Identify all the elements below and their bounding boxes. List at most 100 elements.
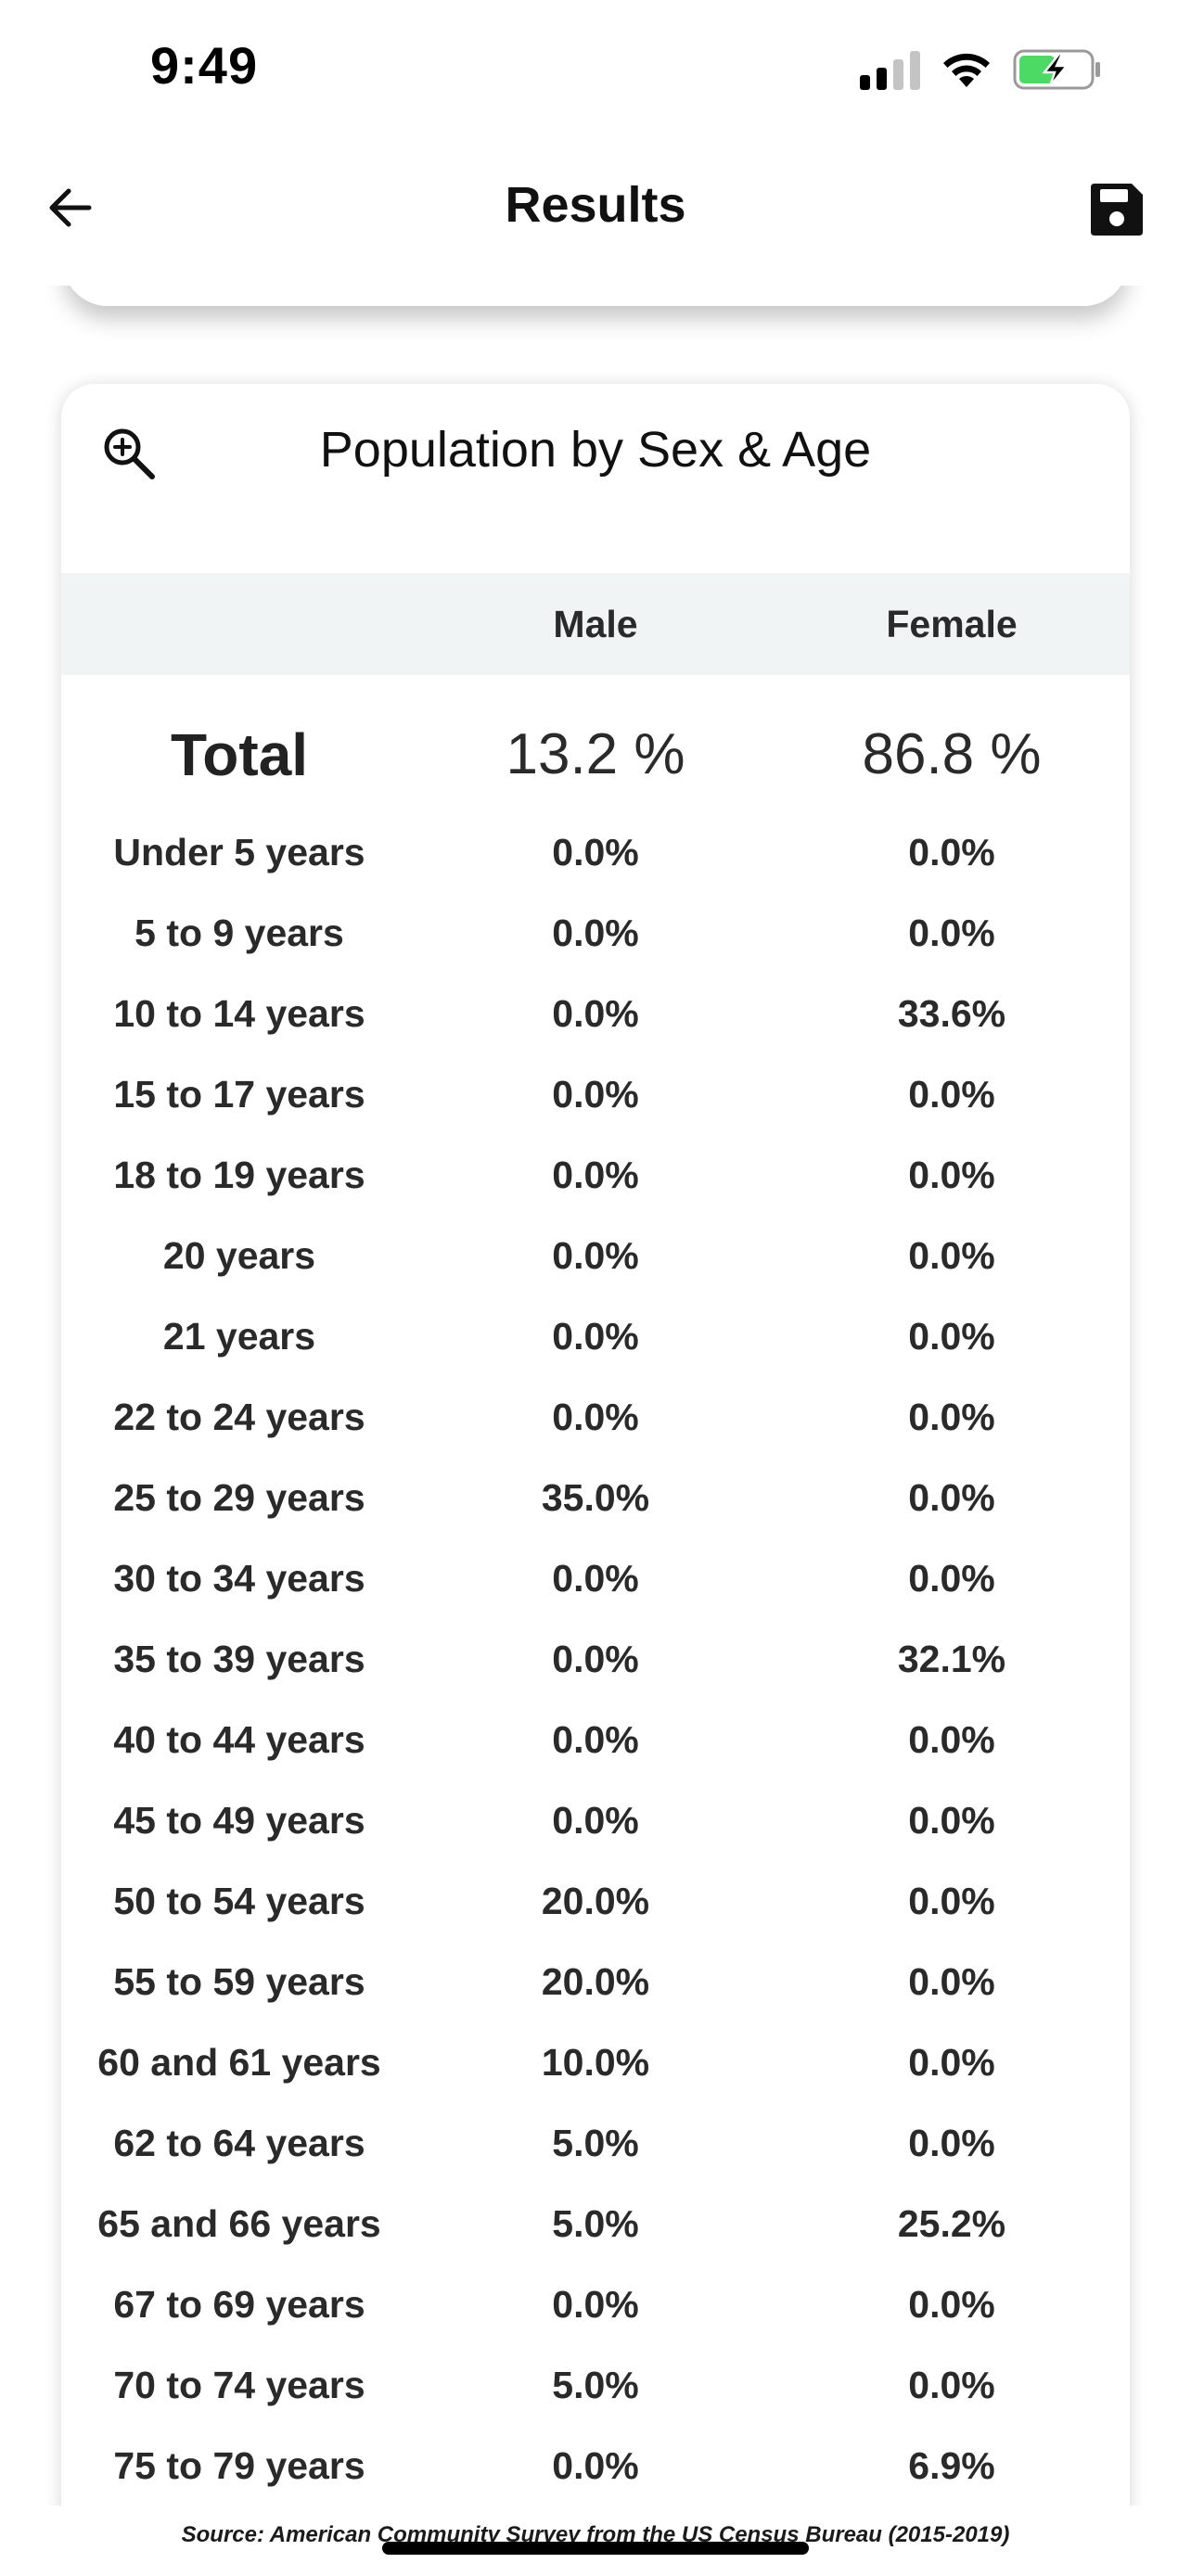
column-header-label <box>61 573 417 675</box>
male-value: 20.0% <box>541 1960 650 2003</box>
header-background <box>0 139 1191 286</box>
age-label: 15 to 17 years <box>113 1073 365 1116</box>
total-female: 86.8 % <box>862 722 1042 786</box>
age-label: 75 to 79 years <box>113 2444 365 2487</box>
table-row: 25 to 29 years 35.0% 0.0% <box>61 1458 1130 1538</box>
male-value: 5.0% <box>552 2202 639 2245</box>
male-value: 0.0% <box>552 1073 639 1116</box>
table-row: 65 and 66 years 5.0% 25.2% <box>61 2184 1130 2264</box>
total-row: Total 13.2 % 86.8 % <box>61 699 1130 810</box>
age-label: 10 to 14 years <box>113 992 365 1035</box>
female-value: 0.0% <box>908 2283 995 2326</box>
female-value: 0.0% <box>908 2364 995 2406</box>
male-value: 0.0% <box>552 1315 639 1358</box>
wifi-icon <box>943 53 990 87</box>
save-button[interactable] <box>1087 180 1146 239</box>
age-label: 67 to 69 years <box>113 2283 365 2326</box>
female-value: 0.0% <box>908 1880 995 1922</box>
table-row: 62 to 64 years 5.0% 0.0% <box>61 2103 1130 2184</box>
female-value: 0.0% <box>908 1154 995 1196</box>
table-row: 40 to 44 years 0.0% 0.0% <box>61 1700 1130 1780</box>
female-value: 0.0% <box>908 1073 995 1116</box>
age-rows: Under 5 years 0.0% 0.0% 5 to 9 years 0.0… <box>61 812 1130 2506</box>
age-label: 62 to 64 years <box>113 2122 365 2164</box>
female-value: 0.0% <box>908 1799 995 1842</box>
male-value: 0.0% <box>552 1799 639 1842</box>
age-label: 25 to 29 years <box>113 1476 365 1519</box>
footer: Source: American Community Survey from t… <box>0 2506 1191 2576</box>
zoom-in-icon <box>104 428 155 479</box>
female-value: 0.0% <box>908 1718 995 1761</box>
column-header-male: Male <box>553 603 638 645</box>
floppy-disk-icon <box>1091 184 1143 236</box>
total-label: Total <box>170 721 309 788</box>
status-time: 9:49 <box>150 36 259 95</box>
table-row: 5 to 9 years 0.0% 0.0% <box>61 893 1130 974</box>
age-label: 20 years <box>162 1234 316 1277</box>
table-row: 18 to 19 years 0.0% 0.0% <box>61 1135 1130 1216</box>
age-label: 60 and 61 years <box>97 2041 381 2084</box>
status-bar: 9:49 <box>0 0 1191 139</box>
age-label: Under 5 years <box>113 831 365 874</box>
male-value: 0.0% <box>552 1396 639 1438</box>
male-value: 0.0% <box>552 831 639 874</box>
female-value: 32.1% <box>897 1638 1006 1680</box>
arrow-left-icon <box>49 188 92 227</box>
age-label: 35 to 39 years <box>113 1638 365 1680</box>
female-value: 0.0% <box>908 1960 995 2003</box>
age-label: 30 to 34 years <box>113 1557 365 1600</box>
age-label: 55 to 59 years <box>113 1960 365 2003</box>
table-row: 55 to 59 years 20.0% 0.0% <box>61 1942 1130 2022</box>
female-value: 0.0% <box>908 1234 995 1277</box>
zoom-button[interactable] <box>100 425 160 484</box>
age-label: 22 to 24 years <box>113 1396 365 1438</box>
female-value: 0.0% <box>908 1476 995 1519</box>
age-label: 50 to 54 years <box>113 1880 365 1922</box>
table-row: Under 5 years 0.0% 0.0% <box>61 812 1130 893</box>
table-row: 70 to 74 years 5.0% 0.0% <box>61 2345 1130 2426</box>
home-indicator[interactable] <box>382 2542 809 2555</box>
female-value: 0.0% <box>908 1315 995 1358</box>
male-value: 0.0% <box>552 1154 639 1196</box>
age-label: 21 years <box>162 1315 316 1358</box>
card-title: Population by Sex & Age <box>319 422 872 478</box>
column-header-female: Female <box>886 603 1018 645</box>
app-header: Results <box>0 139 1191 278</box>
back-button[interactable] <box>33 174 108 241</box>
age-label: 70 to 74 years <box>113 2364 365 2406</box>
female-value: 0.0% <box>908 831 995 874</box>
population-card: Population by Sex & Age Male Female Tota… <box>61 384 1130 2576</box>
male-value: 5.0% <box>552 2122 639 2164</box>
battery-charging-icon <box>1013 49 1100 90</box>
male-value: 20.0% <box>541 1880 650 1922</box>
table-row: 45 to 49 years 0.0% 0.0% <box>61 1780 1130 1861</box>
male-value: 0.0% <box>552 1234 639 1277</box>
female-value: 0.0% <box>908 1557 995 1600</box>
female-value: 0.0% <box>908 912 995 954</box>
male-value: 0.0% <box>552 912 639 954</box>
male-value: 0.0% <box>552 992 639 1035</box>
female-value: 25.2% <box>897 2202 1006 2245</box>
age-label: 18 to 19 years <box>113 1154 365 1196</box>
table-row: 21 years 0.0% 0.0% <box>61 1296 1130 1377</box>
male-value: 35.0% <box>541 1476 650 1519</box>
cellular-signal-icon <box>860 49 920 90</box>
age-label: 5 to 9 years <box>134 912 344 954</box>
table-row: 20 years 0.0% 0.0% <box>61 1216 1130 1296</box>
table-row: 10 to 14 years 0.0% 33.6% <box>61 974 1130 1054</box>
male-value: 0.0% <box>552 1638 639 1680</box>
age-label: 40 to 44 years <box>113 1718 365 1761</box>
table-row: 30 to 34 years 0.0% 0.0% <box>61 1538 1130 1619</box>
male-value: 0.0% <box>552 2283 639 2326</box>
female-value: 0.0% <box>908 2041 995 2084</box>
table-row: 60 and 61 years 10.0% 0.0% <box>61 2022 1130 2103</box>
age-label: 45 to 49 years <box>113 1799 365 1842</box>
age-label: 65 and 66 years <box>97 2202 381 2245</box>
female-value: 6.9% <box>908 2444 995 2487</box>
page-title: Results <box>505 177 686 233</box>
male-value: 0.0% <box>552 2444 639 2487</box>
table-row: 35 to 39 years 0.0% 32.1% <box>61 1619 1130 1700</box>
male-value: 0.0% <box>552 1718 639 1761</box>
table-row: 22 to 24 years 0.0% 0.0% <box>61 1377 1130 1458</box>
